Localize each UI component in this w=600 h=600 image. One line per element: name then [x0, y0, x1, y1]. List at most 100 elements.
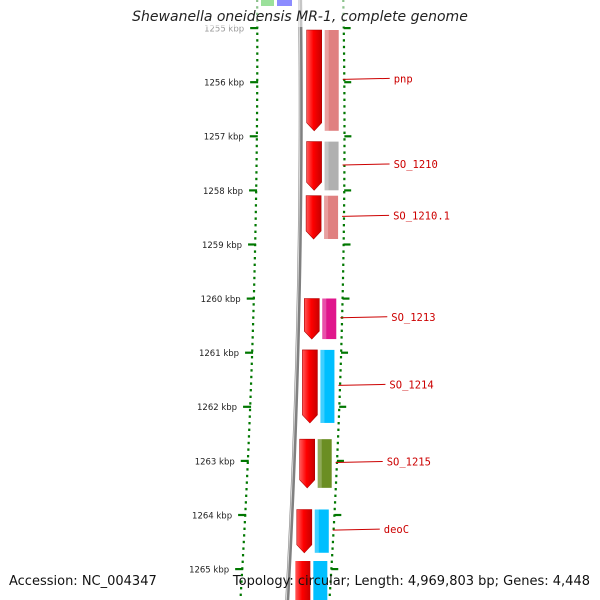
gene-feature[interactable]	[306, 141, 339, 191]
category-bar	[324, 141, 339, 191]
tick-label: 1263 kbp	[195, 457, 235, 467]
minor-tick	[255, 138, 258, 141]
gene-label[interactable]: SO_1210	[394, 159, 438, 171]
category-bar	[320, 349, 335, 423]
minor-tick	[255, 164, 258, 167]
minor-tick	[336, 441, 339, 445]
minor-tick	[245, 481, 248, 484]
gene-label[interactable]: SO_1210.1	[393, 210, 450, 222]
minor-tick	[335, 474, 338, 478]
minor-tick	[342, 45, 346, 49]
minor-tick	[251, 342, 254, 346]
label-connector	[332, 528, 380, 531]
strand-arrow	[306, 29, 323, 132]
minor-tick	[254, 197, 258, 200]
minor-tick	[332, 534, 335, 537]
gene-feature[interactable]	[305, 195, 339, 240]
minor-tick	[342, 257, 345, 260]
minor-tick	[253, 263, 256, 266]
minor-tick	[251, 349, 254, 352]
minor-tick	[253, 283, 256, 286]
genome-stats-label: Topology: circular; Length: 4,969,803 bp…	[232, 574, 590, 589]
minor-tick	[343, 105, 346, 108]
category-bar	[324, 195, 339, 239]
minor-tick	[343, 184, 346, 187]
tick-label: 1259 kbp	[202, 241, 242, 251]
minor-tick	[329, 573, 333, 577]
minor-tick	[329, 580, 332, 583]
minor-tick	[248, 415, 251, 418]
minor-tick	[334, 494, 337, 497]
minor-tick	[248, 422, 251, 425]
gene-label[interactable]: SO_1215	[387, 457, 431, 469]
minor-tick	[254, 210, 257, 214]
gene-feature[interactable]	[299, 438, 332, 489]
minor-tick	[331, 554, 334, 557]
minor-tick	[245, 488, 248, 491]
minor-tick	[338, 408, 341, 412]
minor-tick	[251, 323, 255, 326]
minor-tick	[343, 204, 346, 207]
minor-tick	[252, 316, 255, 319]
gene-feature[interactable]	[303, 298, 337, 340]
minor-tick	[343, 191, 346, 194]
minor-tick	[244, 501, 247, 504]
backbone-highlight	[285, 0, 301, 600]
strand-arrow	[306, 141, 322, 191]
category-bar	[324, 30, 339, 131]
minor-tick	[247, 435, 251, 438]
minor-tick	[252, 290, 256, 293]
minor-tick	[343, 131, 346, 134]
major-tick	[243, 405, 252, 408]
minor-tick	[246, 468, 249, 471]
gene-label[interactable]: pnp	[394, 73, 413, 85]
minor-tick	[343, 171, 346, 174]
tick-label: 1256 kbp	[204, 79, 244, 89]
minor-tick	[253, 270, 256, 273]
minor-tick	[339, 356, 343, 359]
gene-feature[interactable]	[296, 509, 329, 554]
minor-tick	[254, 217, 257, 220]
gene-label[interactable]: deoC	[384, 524, 409, 536]
minor-tick	[340, 349, 343, 352]
genome-title: Shewanella oneidensis MR-1, complete gen…	[132, 9, 468, 25]
major-tick	[341, 351, 349, 354]
backbone-line	[285, 0, 303, 600]
minor-tick	[249, 382, 253, 385]
minor-tick	[247, 448, 250, 451]
gene-feature[interactable]	[306, 29, 339, 132]
minor-tick	[256, 59, 259, 62]
minor-tick	[254, 237, 257, 240]
minor-tick	[342, 210, 346, 214]
minor-tick	[255, 191, 258, 194]
minor-tick	[343, 138, 346, 141]
minor-tick	[343, 72, 346, 75]
category-bar-shine	[317, 439, 322, 488]
minor-tick	[338, 389, 342, 392]
tick-label: 1265 kbp	[189, 566, 229, 576]
category-bar-shine	[314, 509, 319, 553]
strand-arrow	[299, 438, 316, 489]
minor-tick	[256, 32, 259, 35]
minor-tick	[250, 369, 253, 372]
minor-tick	[343, 85, 346, 88]
minor-tick	[339, 362, 342, 365]
major-tick	[250, 27, 259, 30]
minor-tick	[251, 336, 254, 339]
minor-tick	[334, 481, 338, 484]
minor-tick	[255, 125, 259, 128]
minor-tick	[256, 65, 259, 68]
minor-tick	[254, 204, 258, 207]
minor-tick	[330, 560, 333, 563]
minor-tick	[329, 587, 332, 590]
category-bar	[317, 439, 332, 488]
major-tick	[248, 243, 257, 246]
major-tick	[336, 459, 344, 462]
minor-tick	[342, 237, 345, 240]
tick-label: 1257 kbp	[204, 133, 244, 143]
gene-feature[interactable]	[302, 349, 335, 424]
major-tick	[246, 297, 255, 300]
gene-label[interactable]: SO_1214	[389, 379, 433, 391]
position-ruler: 1255 kbp 1256 kbp 1257 kbp 1258 kbp 1259 kbp…	[189, 0, 352, 596]
gene-label[interactable]: SO_1213	[391, 312, 435, 324]
